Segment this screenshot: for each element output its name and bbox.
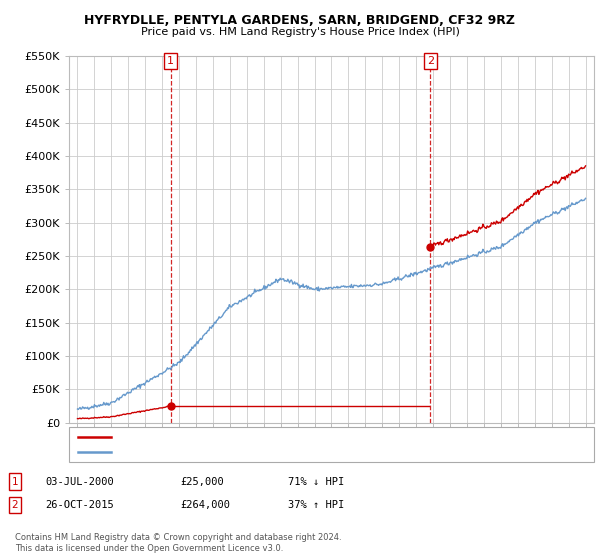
Text: HPI: Average price, detached house, Bridgend: HPI: Average price, detached house, Brid… bbox=[118, 447, 343, 458]
Text: HYFRYDLLE, PENTYLA GARDENS, SARN, BRIDGEND, CF32 9RZ: HYFRYDLLE, PENTYLA GARDENS, SARN, BRIDGE… bbox=[85, 14, 515, 27]
Text: 1: 1 bbox=[167, 56, 174, 66]
Text: 03-JUL-2000: 03-JUL-2000 bbox=[45, 477, 114, 487]
Text: 71% ↓ HPI: 71% ↓ HPI bbox=[288, 477, 344, 487]
Text: £25,000: £25,000 bbox=[180, 477, 224, 487]
Text: 37% ↑ HPI: 37% ↑ HPI bbox=[288, 500, 344, 510]
Text: Price paid vs. HM Land Registry's House Price Index (HPI): Price paid vs. HM Land Registry's House … bbox=[140, 27, 460, 37]
Text: Contains HM Land Registry data © Crown copyright and database right 2024.
This d: Contains HM Land Registry data © Crown c… bbox=[15, 533, 341, 553]
Text: £264,000: £264,000 bbox=[180, 500, 230, 510]
Text: 26-OCT-2015: 26-OCT-2015 bbox=[45, 500, 114, 510]
Text: 2: 2 bbox=[11, 500, 19, 510]
Text: 1: 1 bbox=[11, 477, 19, 487]
Text: HYFRYDLLE, PENTYLA GARDENS, SARN, BRIDGEND, CF32 9RZ (detached house): HYFRYDLLE, PENTYLA GARDENS, SARN, BRIDGE… bbox=[118, 432, 511, 442]
Text: 2: 2 bbox=[427, 56, 434, 66]
